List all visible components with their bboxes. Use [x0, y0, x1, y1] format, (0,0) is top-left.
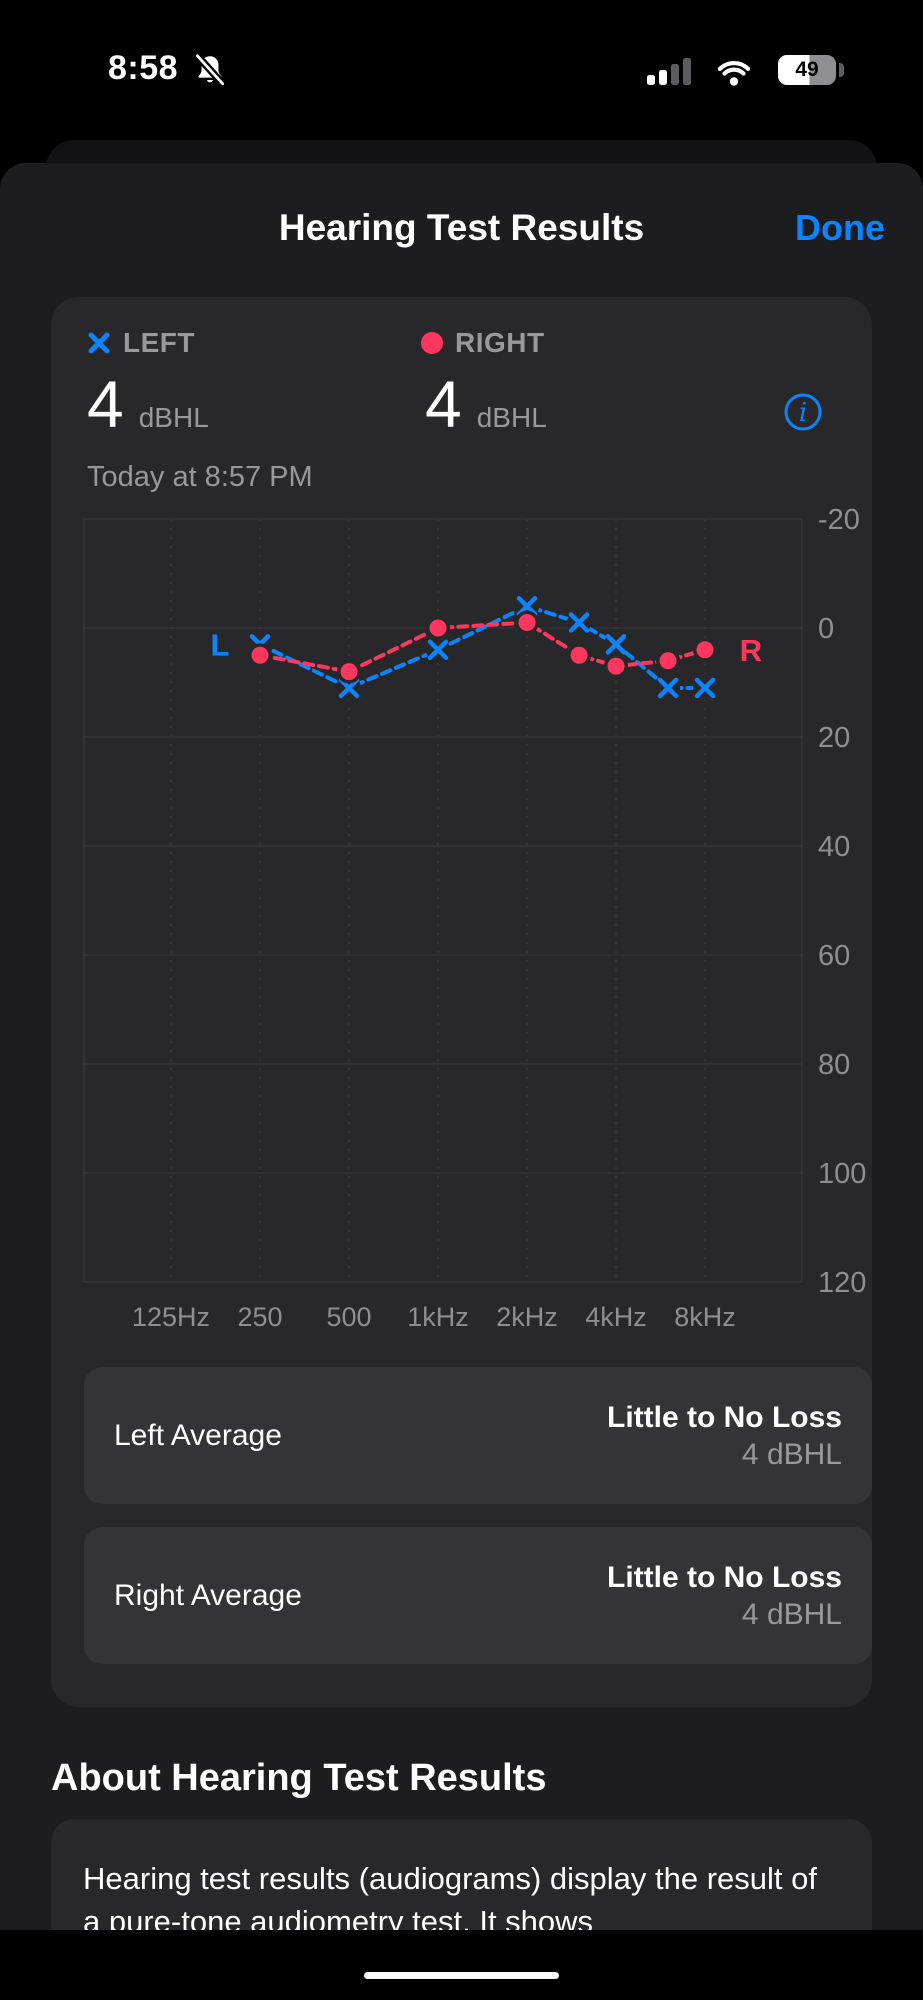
- status-time: 8:58: [108, 49, 179, 87]
- svg-text:500: 500: [326, 1302, 371, 1332]
- left-value-unit: dBHL: [138, 402, 209, 433]
- right-value-unit: dBHL: [476, 402, 547, 433]
- right-average-row-label: Right Average: [114, 1578, 302, 1612]
- svg-text:125Hz: 125Hz: [132, 1302, 210, 1332]
- about-section-heading: About Hearing Test Results: [51, 1757, 547, 1799]
- svg-text:1kHz: 1kHz: [407, 1302, 469, 1332]
- svg-text:i: i: [799, 398, 807, 428]
- left-average-row: Left Average Little to No Loss 4 dBHL: [84, 1367, 872, 1504]
- legend-left: LEFT: [87, 327, 195, 359]
- svg-text:250: 250: [237, 1302, 282, 1332]
- left-x-marker-icon: [88, 332, 110, 354]
- wifi-icon: [710, 53, 758, 87]
- left-value-number: 4: [87, 367, 124, 441]
- bottom-system-bar: [0, 1930, 923, 2000]
- home-indicator[interactable]: [364, 1972, 559, 1979]
- svg-text:8kHz: 8kHz: [674, 1302, 736, 1332]
- svg-text:80: 80: [818, 1049, 850, 1081]
- audiogram-chart: 125Hz 250 500 1kHz 2kHz 4kHz 8kHz -20 0 20 40 60 80 1…: [83, 504, 866, 1332]
- svg-text:L: L: [211, 627, 230, 662]
- right-dot-marker-icon: [421, 332, 443, 354]
- battery-tip: [839, 63, 844, 77]
- test-timestamp: Today at 8:57 PM: [87, 461, 313, 493]
- svg-text:120: 120: [818, 1267, 866, 1299]
- left-average-dbhl: 4 dBHL: [741, 1437, 842, 1471]
- left-average-value: 4 dBHL: [87, 367, 209, 441]
- right-average-value: 4 dBHL: [425, 367, 547, 441]
- legend-left-label: LEFT: [123, 327, 195, 358]
- svg-text:40: 40: [818, 831, 850, 863]
- right-value-number: 4: [425, 367, 462, 441]
- left-average-row-label: Left Average: [114, 1418, 282, 1452]
- svg-text:R: R: [740, 633, 762, 668]
- page-title: Hearing Test Results: [278, 207, 645, 248]
- notifications-silenced-icon: [192, 52, 228, 88]
- battery-indicator: 49: [778, 55, 844, 85]
- info-icon[interactable]: i: [781, 390, 825, 434]
- battery-percent: 49: [795, 58, 819, 81]
- svg-text:0: 0: [818, 613, 834, 645]
- svg-text:100: 100: [818, 1158, 866, 1190]
- svg-text:20: 20: [818, 722, 850, 754]
- svg-text:4kHz: 4kHz: [585, 1302, 647, 1332]
- svg-text:-20: -20: [818, 504, 860, 536]
- done-button[interactable]: Done: [795, 207, 885, 248]
- legend-right: RIGHT: [421, 327, 545, 359]
- right-average-row: Right Average Little to No Loss 4 dBHL: [84, 1527, 872, 1664]
- left-average-classification: Little to No Loss: [607, 1400, 842, 1434]
- cellular-signal-icon: [645, 53, 697, 87]
- legend-right-label: RIGHT: [455, 327, 545, 358]
- svg-text:2kHz: 2kHz: [496, 1302, 558, 1332]
- right-average-dbhl: 4 dBHL: [741, 1597, 842, 1631]
- results-card: LEFT RIGHT 4 dBHL 4 dBHL i Today at 8:57: [51, 297, 872, 1707]
- right-average-classification: Little to No Loss: [607, 1560, 842, 1594]
- svg-text:60: 60: [818, 940, 850, 972]
- hearing-results-sheet: Hearing Test Results Done LEFT RIGHT 4 d…: [0, 163, 923, 2000]
